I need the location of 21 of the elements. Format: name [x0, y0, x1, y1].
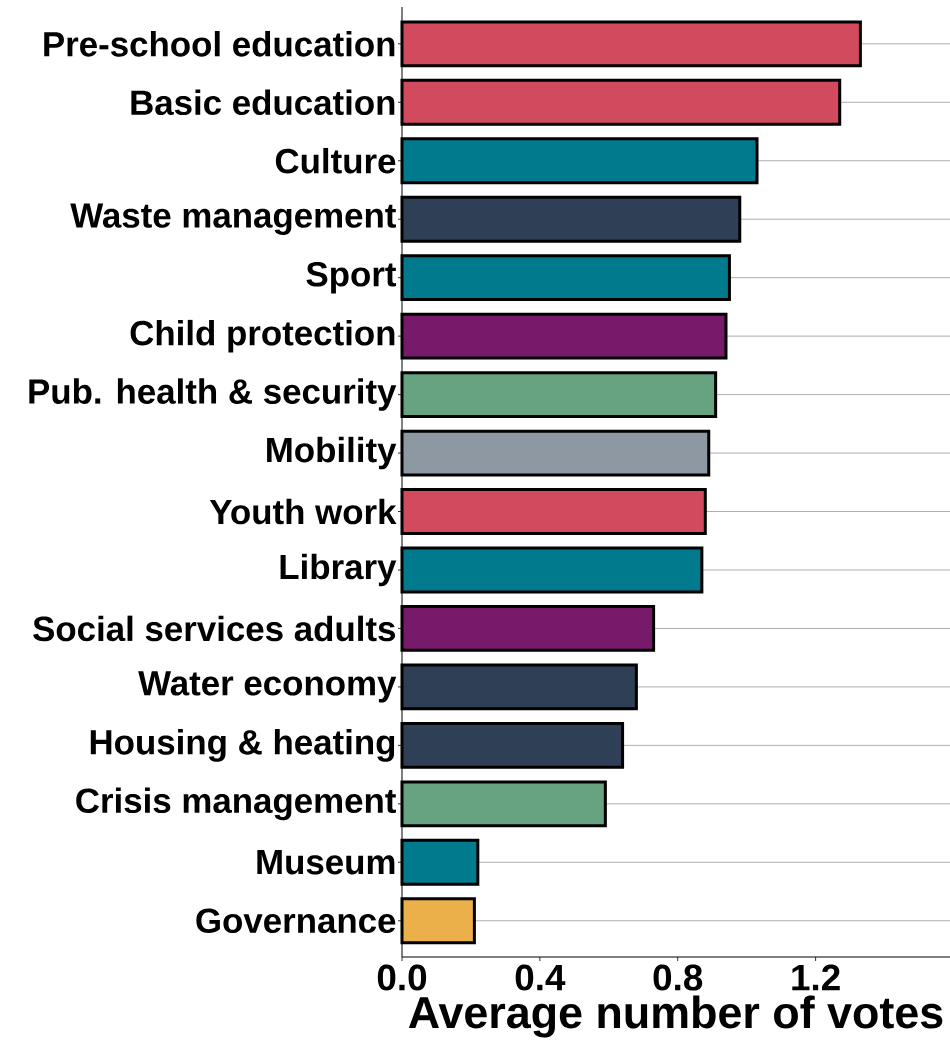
x-tick-label: 0.4: [515, 964, 566, 991]
x-tick-label: 1.2: [792, 964, 840, 991]
x-axis-title: Average number of votes: [408, 995, 943, 1038]
y-tick-label: Museum: [257, 850, 395, 875]
y-tick-label: Water economy: [137, 671, 396, 703]
y-tick-label: Governance: [196, 908, 396, 934]
y-tick-label: Crisis management: [75, 787, 396, 821]
y-tick-label: Basic education: [131, 89, 395, 116]
y-tick-label: Sport: [306, 261, 396, 294]
y-tick-label: Social services adults: [32, 615, 395, 642]
x-tick-label: 0.0: [377, 964, 426, 991]
y-tick-label: Mobility: [266, 436, 397, 470]
y-tick-label: Child protection: [130, 319, 395, 353]
y-tick-label: Youth work: [209, 498, 397, 525]
y-tick-label: Housing & heating: [90, 729, 394, 762]
y-tick-label: Library: [280, 553, 397, 587]
y-tick-label: Pre-school education: [43, 31, 395, 57]
y-tick-label: Pub. health & security: [29, 378, 397, 411]
y-tick-label: Waste management: [70, 203, 396, 235]
x-tick-label: 0.8: [653, 964, 702, 991]
y-tick-label: Culture: [275, 147, 396, 174]
